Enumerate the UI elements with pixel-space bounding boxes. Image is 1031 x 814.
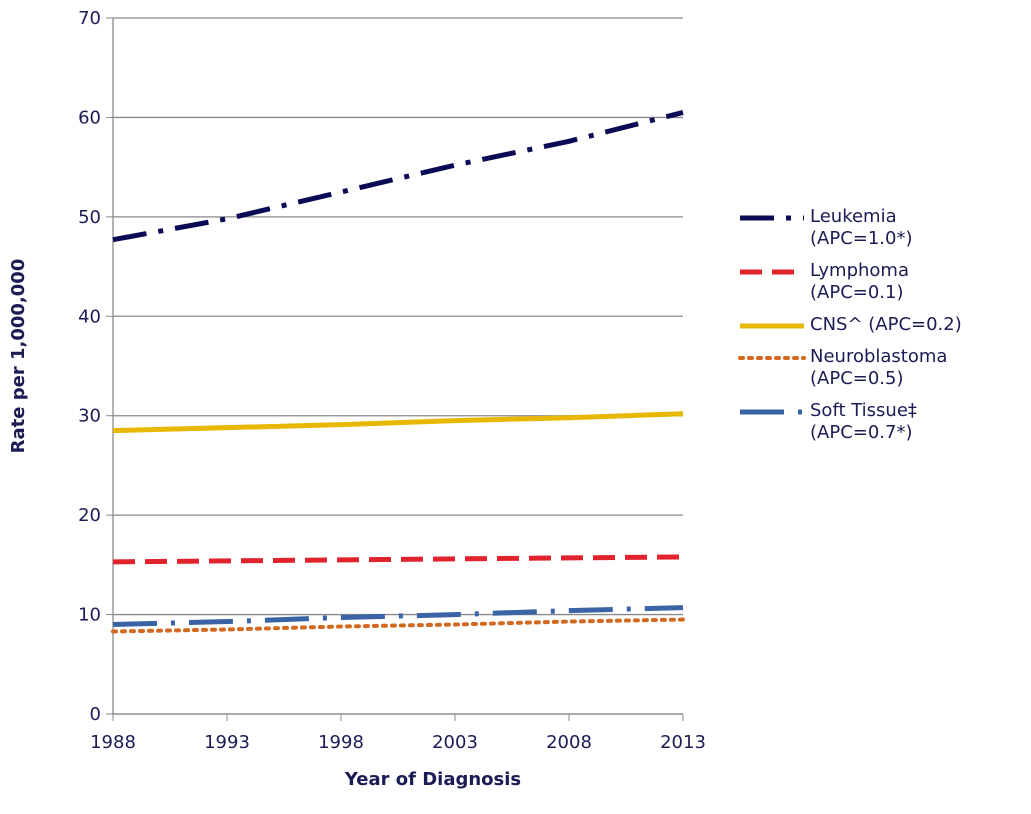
y-tick-label: 60	[78, 107, 101, 128]
legend-label: Leukemia (APC=1.0*)	[810, 206, 913, 249]
legend-label: Soft Tissue‡ (APC=0.7*)	[810, 400, 917, 443]
legend-item: CNS^ (APC=0.2)	[736, 314, 1006, 336]
series-line	[112, 110, 684, 243]
legend-item: Leukemia (APC=1.0*)	[736, 206, 1006, 250]
y-tick-label: 40	[78, 306, 101, 327]
legend-swatch	[740, 409, 804, 415]
series-line	[112, 411, 684, 434]
legend-item: Soft Tissue‡ (APC=0.7*)	[736, 400, 1006, 444]
series-line	[112, 554, 684, 565]
x-tick-label: 2003	[432, 732, 478, 753]
x-tick-label: 2013	[660, 732, 706, 753]
y-tick-label: 10	[78, 605, 101, 626]
legend-label: Lymphoma (APC=0.1)	[810, 260, 909, 303]
legend-swatch	[740, 215, 804, 221]
legend-swatch	[740, 323, 804, 329]
y-tick-label: 30	[78, 406, 101, 427]
y-tick-label: 70	[78, 8, 101, 29]
y-axis-label: Rate per 1,000,000	[8, 259, 29, 454]
legend: Leukemia (APC=1.0*) Lymphoma (APC=0.1) CNS…	[736, 206, 1006, 454]
legend-item: Lymphoma (APC=0.1)	[736, 260, 1006, 304]
legend-swatch	[738, 356, 806, 360]
y-tick-label: 0	[90, 704, 101, 725]
legend-item: Neuroblastoma (APC=0.5)	[736, 346, 1006, 390]
x-tick-label: 1988	[90, 732, 136, 753]
legend-label: CNS^ (APC=0.2)	[810, 314, 962, 335]
y-tick-label: 50	[78, 207, 101, 228]
x-tick-label: 1993	[204, 732, 250, 753]
x-tick-label: 2008	[546, 732, 592, 753]
series-line	[112, 605, 684, 628]
series-line	[111, 617, 685, 634]
legend-swatch	[740, 269, 804, 275]
x-axis-label: Year of Diagnosis	[344, 769, 521, 790]
legend-label: Neuroblastoma (APC=0.5)	[810, 346, 948, 389]
y-tick-label: 20	[78, 505, 101, 526]
x-tick-label: 1998	[318, 732, 364, 753]
